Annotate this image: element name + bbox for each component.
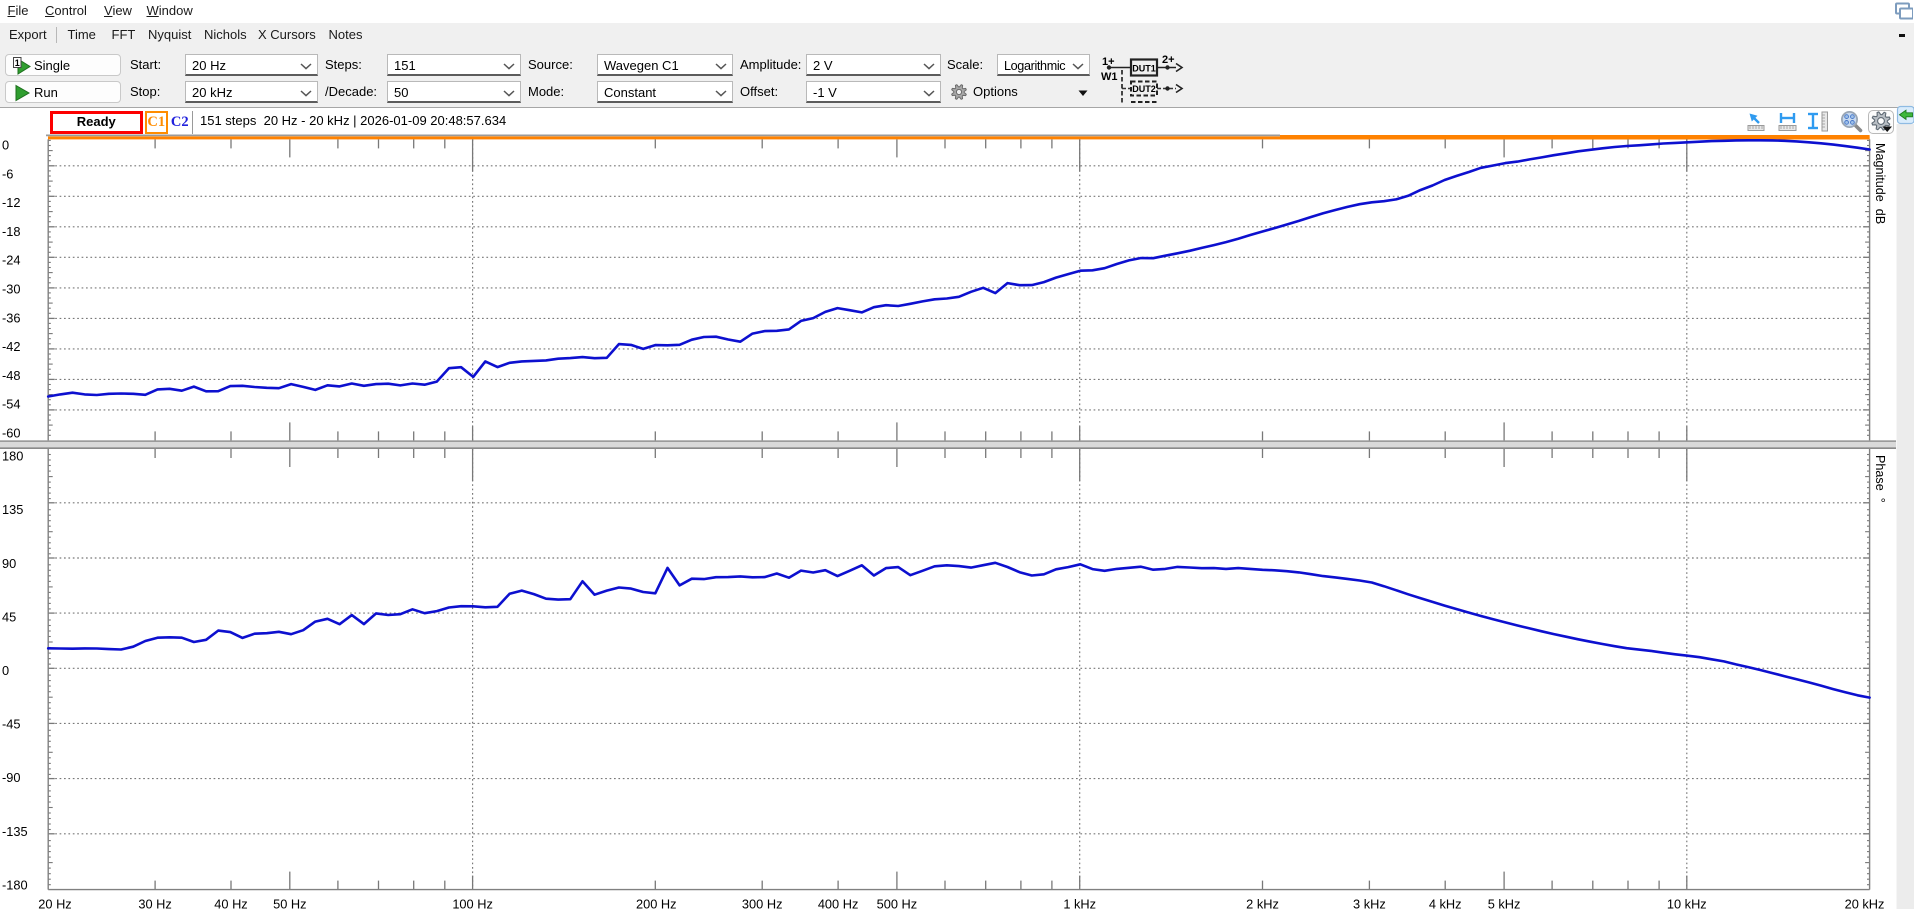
svg-text:180: 180 — [2, 449, 23, 464]
svg-text:-54: -54 — [2, 397, 21, 412]
svg-text:-60: -60 — [2, 426, 21, 441]
svg-text:2 kHz: 2 kHz — [1246, 897, 1279, 912]
svg-text:20 Hz: 20 Hz — [38, 897, 71, 912]
svg-text:400 Hz: 400 Hz — [818, 897, 859, 912]
svg-text:-24: -24 — [2, 253, 21, 268]
svg-text:DUT2: DUT2 — [1132, 84, 1156, 94]
svg-text:-12: -12 — [2, 195, 21, 210]
svg-text:5 kHz: 5 kHz — [1488, 897, 1521, 912]
svg-text:10 kHz: 10 kHz — [1667, 897, 1707, 912]
svg-text:0: 0 — [2, 663, 9, 678]
svg-text:300 Hz: 300 Hz — [742, 897, 783, 912]
svg-text:3 kHz: 3 kHz — [1353, 897, 1386, 912]
svg-text:40 Hz: 40 Hz — [214, 897, 247, 912]
svg-text:-180: -180 — [2, 878, 28, 893]
svg-text:-18: -18 — [2, 224, 21, 239]
svg-text:Magnitude dB: Magnitude dB — [1873, 143, 1887, 224]
svg-text:-6: -6 — [2, 166, 13, 181]
svg-text:-90: -90 — [2, 770, 21, 785]
svg-text:-45: -45 — [2, 717, 21, 732]
svg-text:-30: -30 — [2, 282, 21, 297]
svg-text:-135: -135 — [2, 824, 28, 839]
svg-text:500 Hz: 500 Hz — [877, 897, 918, 912]
svg-text:20 kHz: 20 kHz — [1845, 897, 1885, 912]
svg-text:50 Hz: 50 Hz — [273, 897, 306, 912]
svg-text:-42: -42 — [2, 339, 21, 354]
svg-text:90: 90 — [2, 556, 16, 571]
svg-text:135: 135 — [2, 502, 23, 517]
svg-text:45: 45 — [2, 609, 16, 624]
svg-text:-48: -48 — [2, 368, 21, 383]
svg-text:-36: -36 — [2, 310, 21, 325]
svg-text:1+: 1+ — [1102, 56, 1115, 68]
svg-text:0: 0 — [2, 138, 9, 153]
svg-text:1 kHz: 1 kHz — [1063, 897, 1096, 912]
svg-text:W1: W1 — [1101, 71, 1118, 83]
svg-text:DUT1: DUT1 — [1132, 64, 1156, 74]
svg-text:4 kHz: 4 kHz — [1429, 897, 1462, 912]
svg-text:2+: 2+ — [1162, 54, 1175, 66]
svg-text:100 Hz: 100 Hz — [452, 897, 493, 912]
svg-text:30 Hz: 30 Hz — [138, 897, 171, 912]
svg-text:Phase °: Phase ° — [1873, 455, 1887, 503]
svg-text:1: 1 — [15, 58, 20, 68]
svg-text:200 Hz: 200 Hz — [636, 897, 677, 912]
